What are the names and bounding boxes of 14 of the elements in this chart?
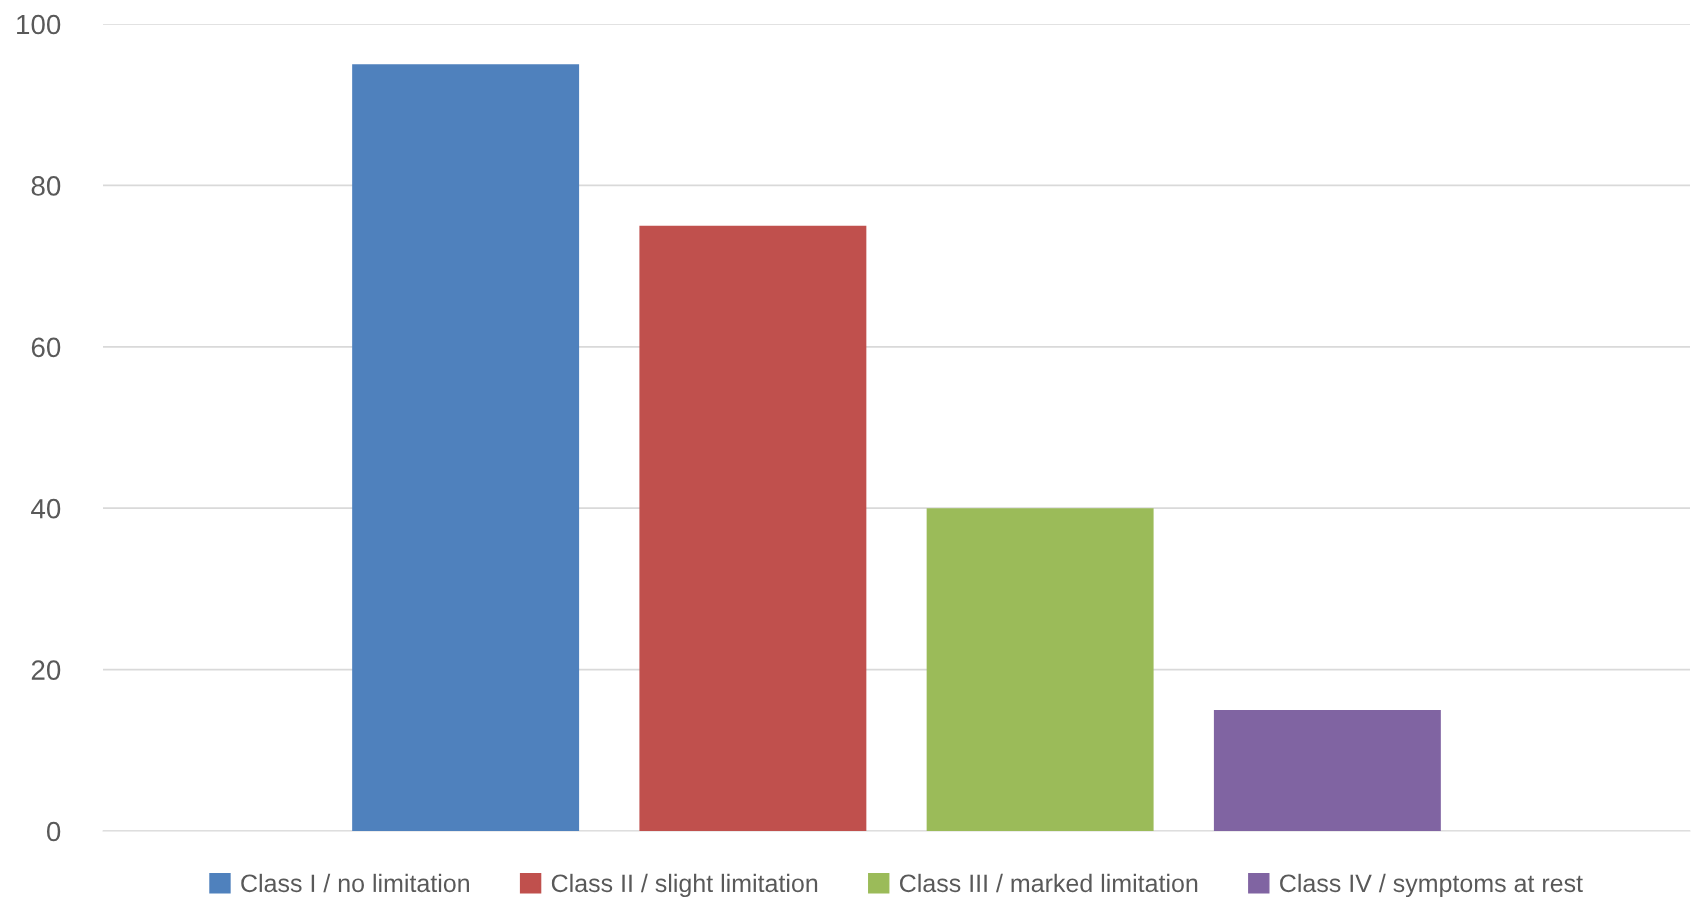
legend-label: Class III / marked limitation [900, 873, 1198, 893]
legend-label: Class II / slight limitation [551, 873, 818, 898]
bar [926, 508, 1154, 831]
bar [352, 64, 580, 831]
y-tick-label: 100 [17, 14, 61, 35]
y-tick-label: 80 [31, 176, 61, 196]
y-tick-label: 0 [46, 821, 61, 842]
legend-label: Class IV / symptoms at rest [1280, 873, 1583, 898]
legend-label: Class I / no limitation [241, 873, 469, 893]
bar [1213, 709, 1441, 831]
y-tick-label: 40 [31, 498, 61, 519]
y-tick-label: 60 [31, 337, 61, 358]
bar [639, 225, 867, 831]
y-tick-label: 20 [31, 660, 61, 680]
